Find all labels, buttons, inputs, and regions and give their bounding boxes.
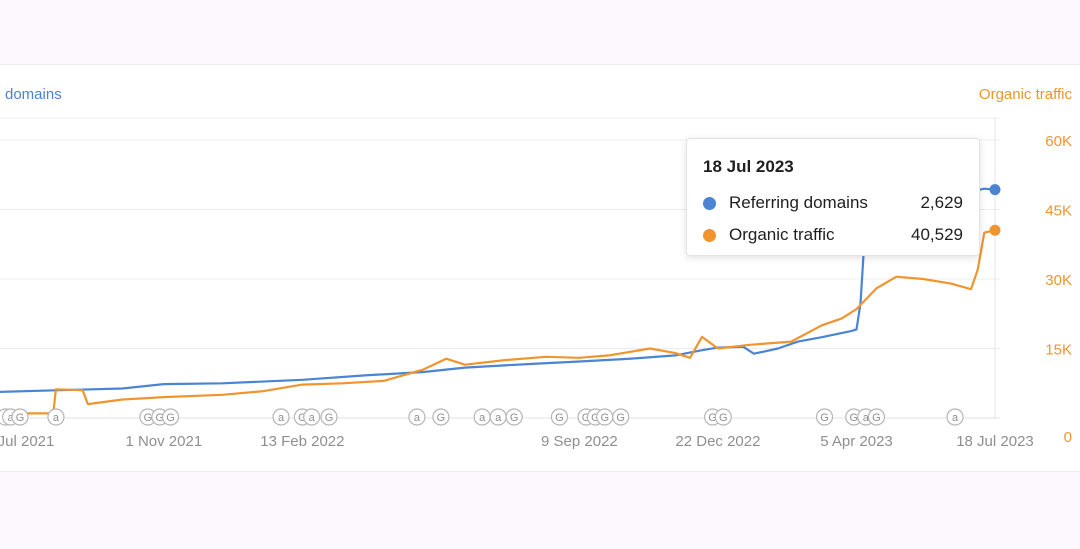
ahrefs-update-marker-icon[interactable]: a <box>946 408 964 426</box>
right-tick-label: 30K <box>1045 272 1072 289</box>
svg-text:G: G <box>582 412 591 424</box>
tooltip-series-name: Organic traffic <box>729 225 835 244</box>
tooltip-row-organic-traffic: Organic traffic 40,529 <box>703 219 963 251</box>
tooltip-date: 18 Jul 2023 <box>703 157 794 176</box>
right-tick-label: 0 <box>1064 429 1072 446</box>
grid <box>0 117 1000 419</box>
right-tick-label: 15K <box>1045 342 1072 359</box>
x-tick-label: 5 Apr 2023 <box>820 433 893 450</box>
svg-text:a: a <box>309 412 316 424</box>
svg-text:G: G <box>437 412 446 424</box>
ahrefs-update-marker-icon[interactable]: a <box>303 408 321 426</box>
organic-traffic-end-point[interactable] <box>989 224 1001 236</box>
svg-text:a: a <box>53 412 60 424</box>
tooltip-series-value: 40,529 <box>911 225 963 244</box>
google-update-marker-icon[interactable]: G <box>714 408 732 426</box>
ahrefs-update-marker-icon[interactable]: a <box>489 408 507 426</box>
svg-text:G: G <box>616 412 625 424</box>
right-axis-ticks: 0 15K 30K 45K 60K <box>1045 133 1072 446</box>
google-update-marker-icon[interactable]: G <box>550 408 569 426</box>
annotation-events: aaGaGGGaGaGaGaaGGGGGGGGGGaGa <box>0 408 964 426</box>
tooltip-series-name: Referring domains <box>729 193 868 212</box>
x-tick-label: 22 Dec 2022 <box>675 433 760 450</box>
ahrefs-update-marker-icon[interactable]: a <box>47 408 65 426</box>
svg-text:G: G <box>166 412 175 424</box>
tooltip-series-value: 2,629 <box>920 193 963 212</box>
referring-domains-end-point[interactable] <box>989 184 1001 196</box>
svg-text:G: G <box>591 412 600 424</box>
svg-text:G: G <box>600 412 609 424</box>
x-tick-label: Jul 2021 <box>0 433 54 450</box>
left-axis-title: domains <box>5 86 62 103</box>
ahrefs-update-marker-icon[interactable]: a <box>272 408 290 426</box>
svg-text:G: G <box>555 412 564 424</box>
chart-card: domains Organic traffic 0 15K 30K 45K 60K Ju… <box>0 64 1080 472</box>
x-tick-label: 13 Feb 2022 <box>260 433 344 450</box>
right-tick-label: 45K <box>1045 203 1072 220</box>
svg-text:G: G <box>820 412 829 424</box>
tooltip-row-referring-domains: Referring domains 2,629 <box>703 187 963 219</box>
organic-traffic-dot-icon <box>703 228 716 242</box>
hover-tooltip: 18 Jul 2023 Referring domains 2,629 Orga… <box>686 138 980 256</box>
svg-text:G: G <box>708 412 717 424</box>
svg-text:G: G <box>872 412 881 424</box>
svg-text:a: a <box>952 412 959 424</box>
google-update-marker-icon[interactable]: G <box>432 408 450 426</box>
svg-text:G: G <box>325 412 334 424</box>
google-update-marker-icon[interactable]: G <box>867 408 886 426</box>
right-axis-title: Organic traffic <box>979 86 1073 103</box>
google-update-marker-icon[interactable]: G <box>612 408 630 426</box>
x-tick-label: 1 Nov 2021 <box>125 433 202 450</box>
x-axis-ticks: Jul 2021 1 Nov 2021 13 Feb 2022 9 Sep 2022 2… <box>0 433 1034 450</box>
svg-text:a: a <box>414 412 421 424</box>
svg-text:G: G <box>144 412 153 424</box>
google-update-marker-icon[interactable]: G <box>505 408 523 426</box>
traffic-chart: domains Organic traffic 0 15K 30K 45K 60K Ju… <box>0 86 1073 450</box>
ahrefs-update-marker-icon[interactable]: a <box>408 408 426 426</box>
ahrefs-update-marker-icon[interactable]: a <box>473 408 491 426</box>
svg-text:G: G <box>298 412 307 424</box>
google-update-marker-icon[interactable]: G <box>161 408 180 426</box>
right-tick-label: 60K <box>1045 133 1072 150</box>
google-update-marker-icon[interactable]: G <box>596 408 614 426</box>
x-tick-label: 18 Jul 2023 <box>956 433 1034 450</box>
google-update-marker-icon[interactable]: G <box>320 408 338 426</box>
svg-text:G: G <box>156 412 165 424</box>
svg-text:G: G <box>850 412 859 424</box>
svg-text:G: G <box>510 412 519 424</box>
svg-text:G: G <box>16 412 25 424</box>
x-tick-label: 9 Sep 2022 <box>541 433 618 450</box>
google-update-marker-icon[interactable]: G <box>11 408 29 426</box>
svg-text:G: G <box>719 412 728 424</box>
svg-text:a: a <box>8 412 15 424</box>
organic-traffic-line <box>0 229 996 415</box>
svg-text:a: a <box>479 412 486 424</box>
svg-text:a: a <box>863 412 870 424</box>
google-update-marker-icon[interactable]: G <box>815 408 834 426</box>
svg-text:a: a <box>278 412 285 424</box>
svg-text:a: a <box>495 412 502 424</box>
referring-domains-dot-icon <box>703 196 716 210</box>
